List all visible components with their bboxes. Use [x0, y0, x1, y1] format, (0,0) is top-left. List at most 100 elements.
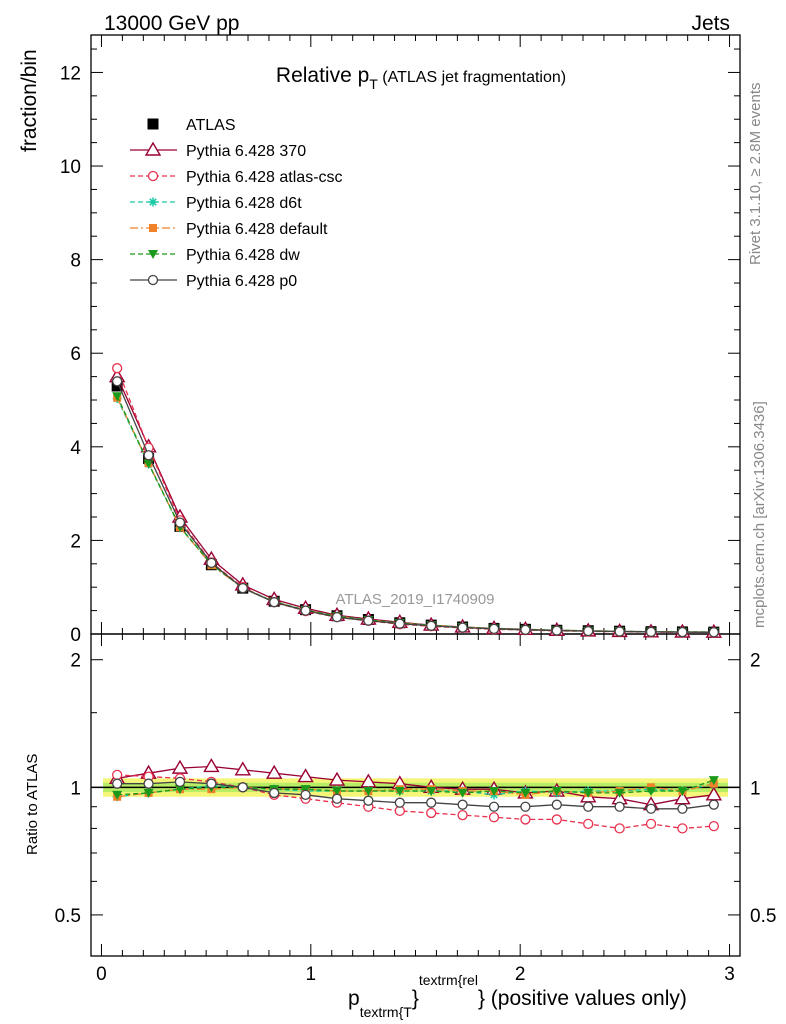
data-point: [677, 823, 688, 834]
y-axis-label-top: fraction/bin: [18, 49, 41, 152]
data-point: [331, 793, 343, 804]
data-point: [363, 615, 374, 626]
series-line: [117, 765, 714, 806]
mcplots-side-label: mcplots.cern.ch [arXiv:1306.3436]: [751, 401, 768, 628]
data-point: [677, 803, 688, 814]
data-point: [614, 801, 625, 812]
data-point: [328, 771, 346, 786]
data-point: [457, 622, 468, 633]
data-point: [457, 799, 468, 810]
legend-marker: [147, 118, 159, 130]
data-point: [583, 625, 594, 637]
data-point: [614, 788, 625, 798]
data-point: [269, 787, 280, 799]
legend-marker: [147, 274, 159, 286]
data-point: [645, 626, 657, 638]
ratio-axis-ticks: 0.5 0.5 1 1 2 2 0 1 2 3: [55, 634, 776, 985]
data-point: [426, 797, 437, 808]
data-point: [297, 768, 314, 783]
header-right: Jets: [691, 12, 730, 35]
data-point: [206, 557, 217, 569]
data-point: [708, 627, 719, 638]
data-point: [520, 624, 531, 635]
legend: ATLAS Pythia 6.428 370 Pythia 6.428 atlas-…: [130, 117, 343, 290]
ratio-uncertainty-band: [91, 778, 740, 797]
series-line: [117, 781, 714, 810]
data-point: [646, 787, 657, 797]
data-point: [551, 799, 562, 810]
data-point: [488, 623, 500, 635]
legend-item-atlas: ATLAS: [147, 117, 236, 134]
data-point: [300, 605, 311, 616]
data-point: [174, 776, 186, 788]
data-point: [520, 814, 531, 825]
ratio-y-tick-label-right: 0.5: [750, 906, 776, 927]
data-point: [520, 788, 531, 798]
legend-label: Pythia 6.428 atlas-csc: [186, 169, 343, 186]
data-point: [426, 620, 437, 631]
y-axis-label-bottom: Ratio to ATLAS: [24, 754, 41, 855]
y-tick-label: 6: [70, 344, 81, 365]
data-point: [645, 803, 657, 814]
data-point: [614, 626, 625, 637]
data-point: [708, 776, 719, 786]
data-point: [426, 787, 437, 797]
series-line: [117, 774, 714, 830]
legend-label: Pythia 6.428 p0: [186, 273, 297, 290]
legend-item-pythia-6-428-p0: Pythia 6.428 p0: [130, 273, 297, 290]
data-point: [489, 787, 500, 797]
legend-marker: [144, 141, 162, 156]
series-pythia-6-428-dw: [112, 776, 719, 800]
data-point: [394, 618, 405, 629]
legend-label: Pythia 6.428 370: [186, 143, 306, 160]
data-point: [300, 789, 311, 800]
data-point: [112, 790, 123, 800]
series-line: [117, 779, 715, 796]
data-point: [583, 788, 594, 798]
data-point: [331, 612, 343, 623]
series-pythia-6-428-p0: [112, 776, 719, 814]
data-point: [237, 782, 248, 793]
data-point: [488, 812, 500, 823]
data-point: [488, 801, 500, 812]
data-point: [112, 363, 123, 374]
data-point: [457, 809, 468, 821]
data-point: [234, 761, 252, 776]
legend-label: Pythia 6.428 default: [186, 221, 328, 238]
data-point: [237, 582, 248, 594]
data-point: [394, 787, 405, 797]
data-point: [677, 787, 688, 797]
x-tick-label: 3: [724, 964, 735, 985]
data-point: [112, 376, 123, 387]
x-tick-label: 1: [306, 964, 317, 985]
legend-item-pythia-6-428-default: Pythia 6.428 default: [130, 221, 328, 238]
data-point: [551, 814, 562, 825]
data-point: [426, 807, 437, 819]
series-pythia-6-428-p0: [112, 376, 719, 638]
data-point: [551, 625, 562, 636]
legend-marker: [148, 250, 158, 259]
data-point: [394, 797, 405, 808]
x-tick-label: 0: [96, 964, 107, 985]
x-axis-label: ptextrm{T}textrm{rel} (positive values o…: [348, 972, 687, 1020]
series-line: [116, 381, 714, 633]
legend-label: ATLAS: [186, 117, 236, 134]
data-point: [112, 392, 123, 402]
chart-title: Relative pT (ATLAS jet fragmentation): [276, 64, 566, 92]
data-point: [112, 778, 123, 789]
y-tick-label: 10: [60, 157, 81, 178]
data-point: [645, 818, 657, 830]
analysis-watermark: ATLAS_2019_I1740909: [335, 591, 494, 608]
y-tick-label: 4: [70, 438, 81, 459]
data-point: [143, 788, 154, 798]
data-point: [143, 778, 154, 789]
data-point: [583, 818, 594, 830]
data-point: [583, 801, 594, 812]
y-tick-label: 2: [70, 531, 81, 552]
legend-label: Pythia 6.428 dw: [186, 247, 300, 264]
legend-label: Pythia 6.428 d6t: [186, 195, 302, 212]
ratio-y-tick-label-right: 2: [750, 651, 761, 672]
series-line: [117, 783, 714, 798]
data-point: [112, 769, 123, 781]
